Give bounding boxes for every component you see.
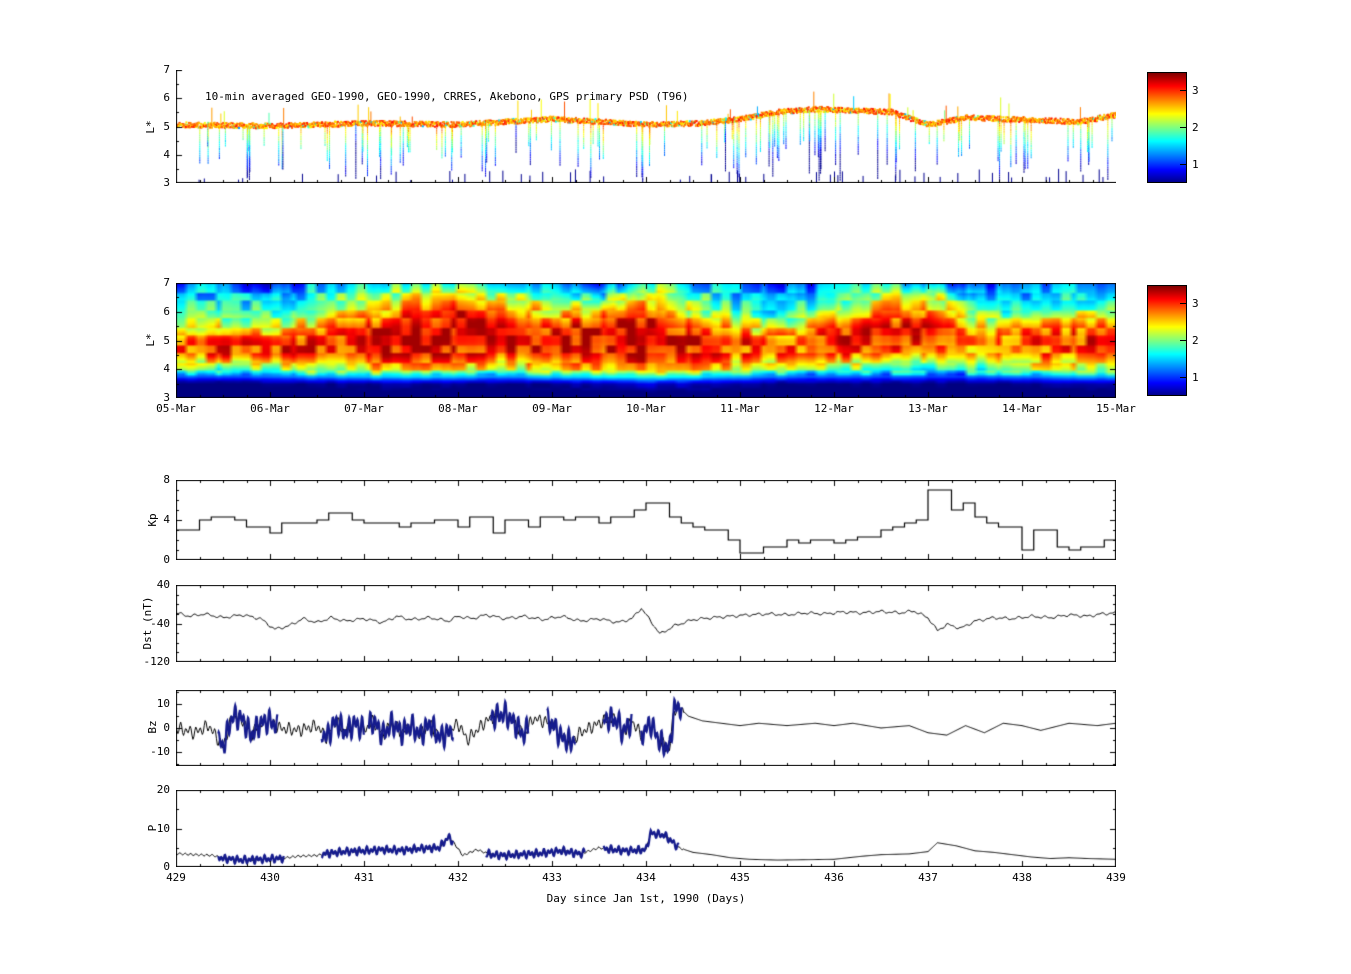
kp-canvas [176,480,1116,560]
date-tick-label: 06-Mar [250,402,290,415]
x-tick-label: 434 [636,871,656,884]
x-tick-label: 438 [1012,871,1032,884]
date-tick-label: 07-Mar [344,402,384,415]
colorbar-tick [1180,90,1186,91]
x-tick-label: 439 [1106,871,1126,884]
panel-bz [176,690,1116,766]
colorbar-tick [1180,303,1186,304]
y-tick-label: -40 [150,616,170,630]
date-tick-label: 10-Mar [626,402,666,415]
date-tick-label: 09-Mar [532,402,572,415]
x-tick-label: 430 [260,871,280,884]
y-tick-label: 7 [163,276,170,289]
y-tick-label: 3 [163,391,170,404]
panel-kp [176,480,1116,560]
y-tick-label: -120 [143,655,171,668]
y-tick-label: 8 [163,473,170,486]
colorbar-tick [1180,377,1186,378]
y-tick-label: 0 [163,721,170,734]
x-tick-label: 432 [448,871,468,884]
panel-psd-scatter [176,70,1116,183]
y-tick-label: 0 [163,553,170,566]
x-tick-label: 437 [918,871,938,884]
y-tick-label: 7 [163,63,170,76]
date-tick-label: 14-Mar [1002,402,1042,415]
y-tick-label: -10 [150,744,170,758]
colorbar-tick [1180,127,1186,128]
colorbar-tick [1180,164,1186,165]
psd-heatmap-canvas [176,283,1116,398]
colorbar-tick-label: 2 [1192,120,1199,134]
x-axis-label: Day since Jan 1st, 1990 (Days) [546,892,746,905]
date-tick-label: 05-Mar [156,402,196,415]
date-tick-label: 13-Mar [908,402,948,415]
y-tick-label: 20 [156,783,170,796]
colorbar-tick-label: 1 [1192,370,1199,384]
x-tick-label: 433 [542,871,562,884]
y-tick-label: 4 [163,362,170,376]
colorbar-tick-label: 1 [1192,157,1199,171]
panel-dst [176,585,1116,662]
bz-canvas [176,690,1116,766]
colorbar-tick-label: 3 [1192,296,1199,310]
colorbar-tick-label: 3 [1192,83,1199,97]
x-tick-label: 436 [824,871,844,884]
y-tick-label: 3 [163,176,170,189]
y-tick-label: 0 [163,860,170,873]
y-tick-label: 4 [163,513,170,526]
panel-psd-heatmap [176,283,1116,398]
y-tick-label: 5 [163,333,170,347]
p-canvas [176,790,1116,867]
x-tick-label: 431 [354,871,374,884]
date-tick-label: 11-Mar [720,402,760,415]
y-tick-label: 4 [163,147,170,161]
colorbar-tick [1180,340,1186,341]
y-tick-label: 5 [163,119,170,133]
colorbar-tick-label: 2 [1192,333,1199,347]
date-tick-label: 15-Mar [1096,402,1136,415]
dst-canvas [176,585,1116,662]
y-tick-label: 40 [156,578,170,591]
y-tick-label: 10 [156,697,170,711]
date-tick-label: 08-Mar [438,402,478,415]
y-tick-label: 10 [156,821,170,835]
y-tick-label: 6 [163,91,170,105]
psd-scatter-canvas [176,70,1116,183]
date-tick-label: 12-Mar [814,402,854,415]
panel-p [176,790,1116,867]
x-tick-label: 435 [730,871,750,884]
x-tick-label: 429 [166,871,186,884]
y-tick-label: 6 [163,304,170,318]
